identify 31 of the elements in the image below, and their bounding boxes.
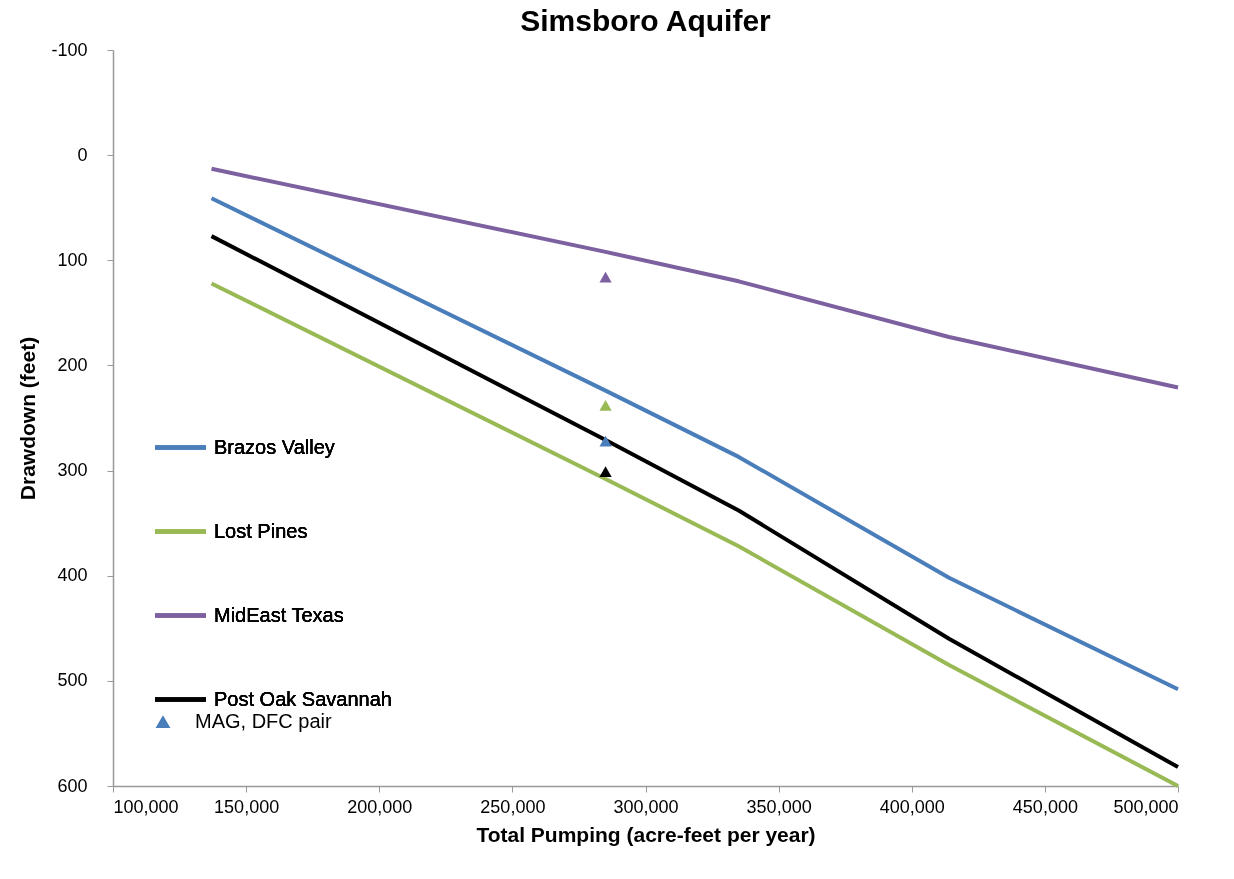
y-tick-label: 0 (77, 144, 88, 165)
x-tick-label: 100,000 (113, 796, 179, 817)
legend-label: MidEast Texas (214, 603, 344, 626)
point (599, 466, 612, 477)
line-series (209, 166, 1180, 390)
x-tick-label: 350,000 (746, 796, 812, 817)
legend-label: Post Oak Savannah (214, 687, 392, 710)
y-tick-label: 500 (57, 670, 88, 691)
y-tick-label: -100 (51, 39, 88, 60)
chart-title: Simsboro Aquifer (520, 4, 772, 37)
legend-label: Brazos Valley (214, 435, 335, 458)
y-axis-title: Drawdown (feet) (16, 336, 40, 501)
x-tick-label: 200,000 (347, 796, 413, 817)
y-tick-label: 600 (57, 775, 88, 796)
y-tick-label: 200 (57, 354, 88, 375)
point (599, 271, 612, 283)
y-tick-label: 300 (57, 460, 88, 481)
y-tick-label: 100 (57, 249, 88, 270)
x-axis-title: Total Pumping (acre-feet per year) (476, 822, 816, 846)
x-tick-label: 450,000 (1012, 796, 1078, 817)
point (599, 400, 612, 411)
legend-label: Lost Pines (214, 519, 308, 542)
x-tick-label: 300,000 (613, 796, 679, 817)
line-series (209, 196, 1180, 692)
x-tick-label: 500,000 (1113, 796, 1179, 817)
y-tick-label: 400 (57, 565, 88, 586)
x-tick-label: 250,000 (480, 796, 546, 817)
point (599, 435, 612, 447)
x-tick-label: 400,000 (879, 796, 945, 817)
x-tick-label: 150,000 (214, 796, 280, 817)
legend-label: MAG, DFC pair (195, 710, 333, 732)
